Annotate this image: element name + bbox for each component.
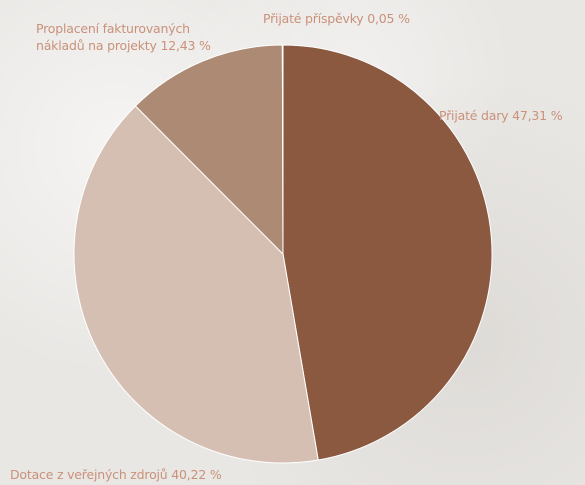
slice-contributions [281,44,284,255]
slice-label-costs-line1: Proplacení fakturovaných [36,21,190,36]
slice-label-donations: Přijaté dary 47,31 % [439,108,563,123]
slice-public-funding [73,105,319,464]
slice-project-costs [134,44,284,256]
slice-label-costs: Proplacení fakturovaných nákladů na proj… [36,20,236,54]
slice-label-public: Dotace z veřejných zdrojů 40,22 % [10,467,222,482]
slice-label-costs-line2: nákladů na projekty 12,43 % [36,38,211,53]
slice-donations [282,44,493,461]
slice-label-contributions: Přijaté příspěvky 0,05 % [263,11,410,26]
